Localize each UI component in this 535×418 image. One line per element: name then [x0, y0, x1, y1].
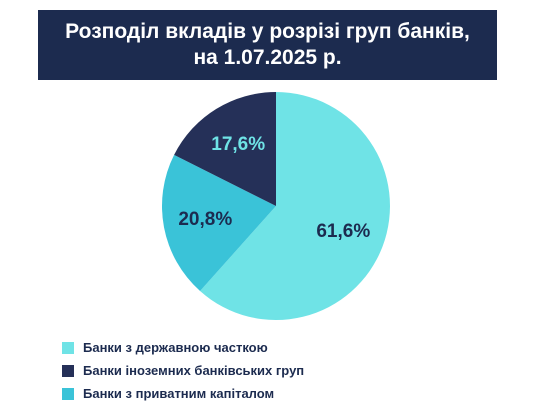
pie-slice-private-banks	[161, 154, 276, 292]
pie-label-foreign-banks: 17,6%	[211, 134, 265, 155]
pie-label-private-banks: 20,8%	[178, 209, 232, 230]
legend-label-state-banks: Банки з державною часткою	[83, 340, 268, 355]
legend-label-private-banks: Банки з приватним капіталом	[83, 386, 275, 401]
legend-swatch-foreign-banks	[62, 364, 74, 377]
pie-slice-state-banks	[200, 92, 390, 320]
legend-item-state-banks: Банки з державною часткою	[62, 336, 304, 359]
chart-title-line-2: на 1.07.2025 р.	[193, 46, 342, 69]
chart-title-line-1: Розподіл вкладів у розрізі груп банків,	[65, 20, 470, 43]
legend-swatch-state-banks	[62, 341, 74, 354]
chart-title-banner: Розподіл вкладів у розрізі груп банків, …	[38, 10, 497, 80]
pie-label-state-banks: 61,6%	[316, 221, 370, 242]
legend-item-private-banks: Банки з приватним капіталом	[62, 382, 304, 405]
chart-legend: Банки з державною часткою Банки іноземни…	[62, 336, 304, 405]
legend-label-foreign-banks: Банки іноземних банківських груп	[83, 363, 305, 378]
pie-slice-foreign-banks	[174, 92, 276, 206]
legend-item-foreign-banks: Банки іноземних банківських груп	[62, 359, 304, 382]
legend-swatch-private-banks	[62, 387, 74, 400]
